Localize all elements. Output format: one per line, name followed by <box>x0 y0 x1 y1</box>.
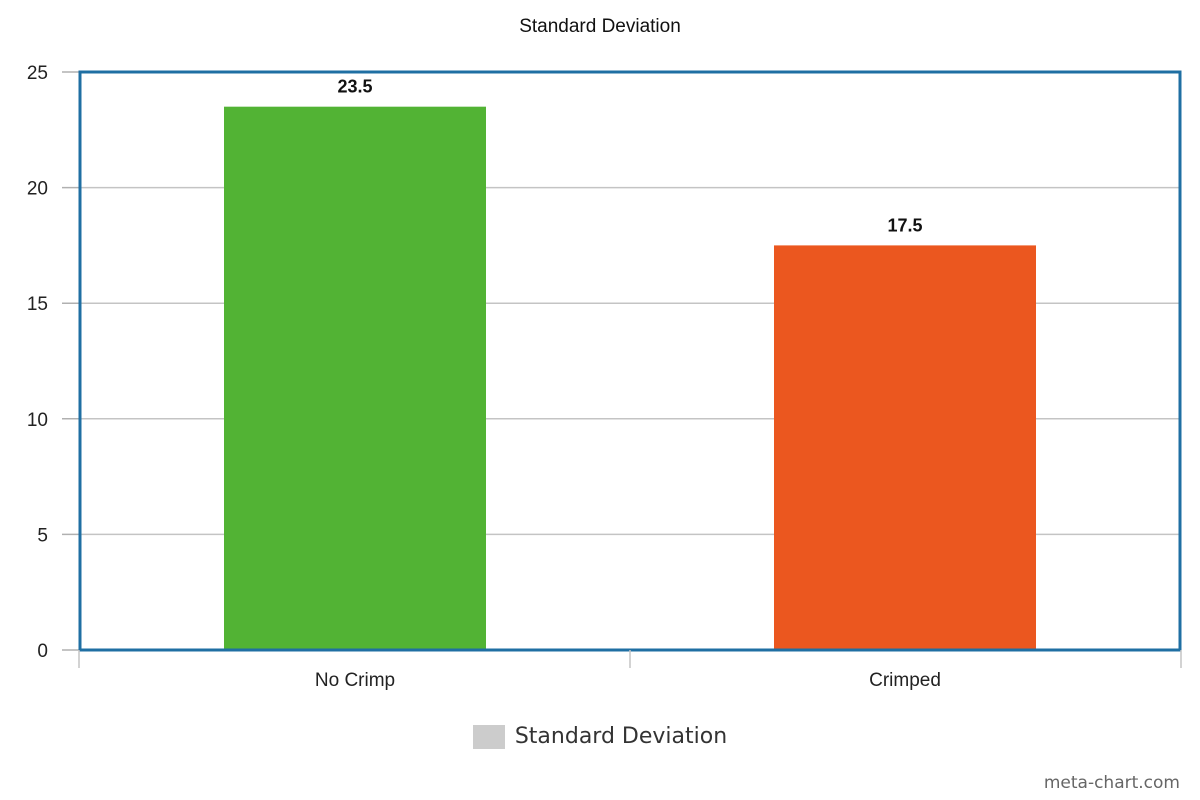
x-tick-label: Crimped <box>869 670 941 691</box>
y-tick-label: 5 <box>37 525 48 546</box>
chart-title: Standard Deviation <box>519 16 681 37</box>
y-tick-label: 15 <box>27 294 48 315</box>
legend-label: Standard Deviation <box>514 724 728 749</box>
data-label: 23.5 <box>337 77 372 97</box>
legend: Standard Deviation <box>0 724 1200 749</box>
bar <box>224 106 486 651</box>
watermark: meta-chart.com <box>1043 773 1180 793</box>
y-tick-label: 20 <box>27 179 48 200</box>
bar <box>774 245 1036 650</box>
y-tick-label: 10 <box>27 410 48 431</box>
legend-swatch <box>472 724 505 749</box>
y-tick-label: 0 <box>37 641 48 662</box>
data-label: 17.5 <box>887 215 922 235</box>
x-tick-label: No Crimp <box>315 670 395 691</box>
y-tick-label: 25 <box>27 63 48 84</box>
